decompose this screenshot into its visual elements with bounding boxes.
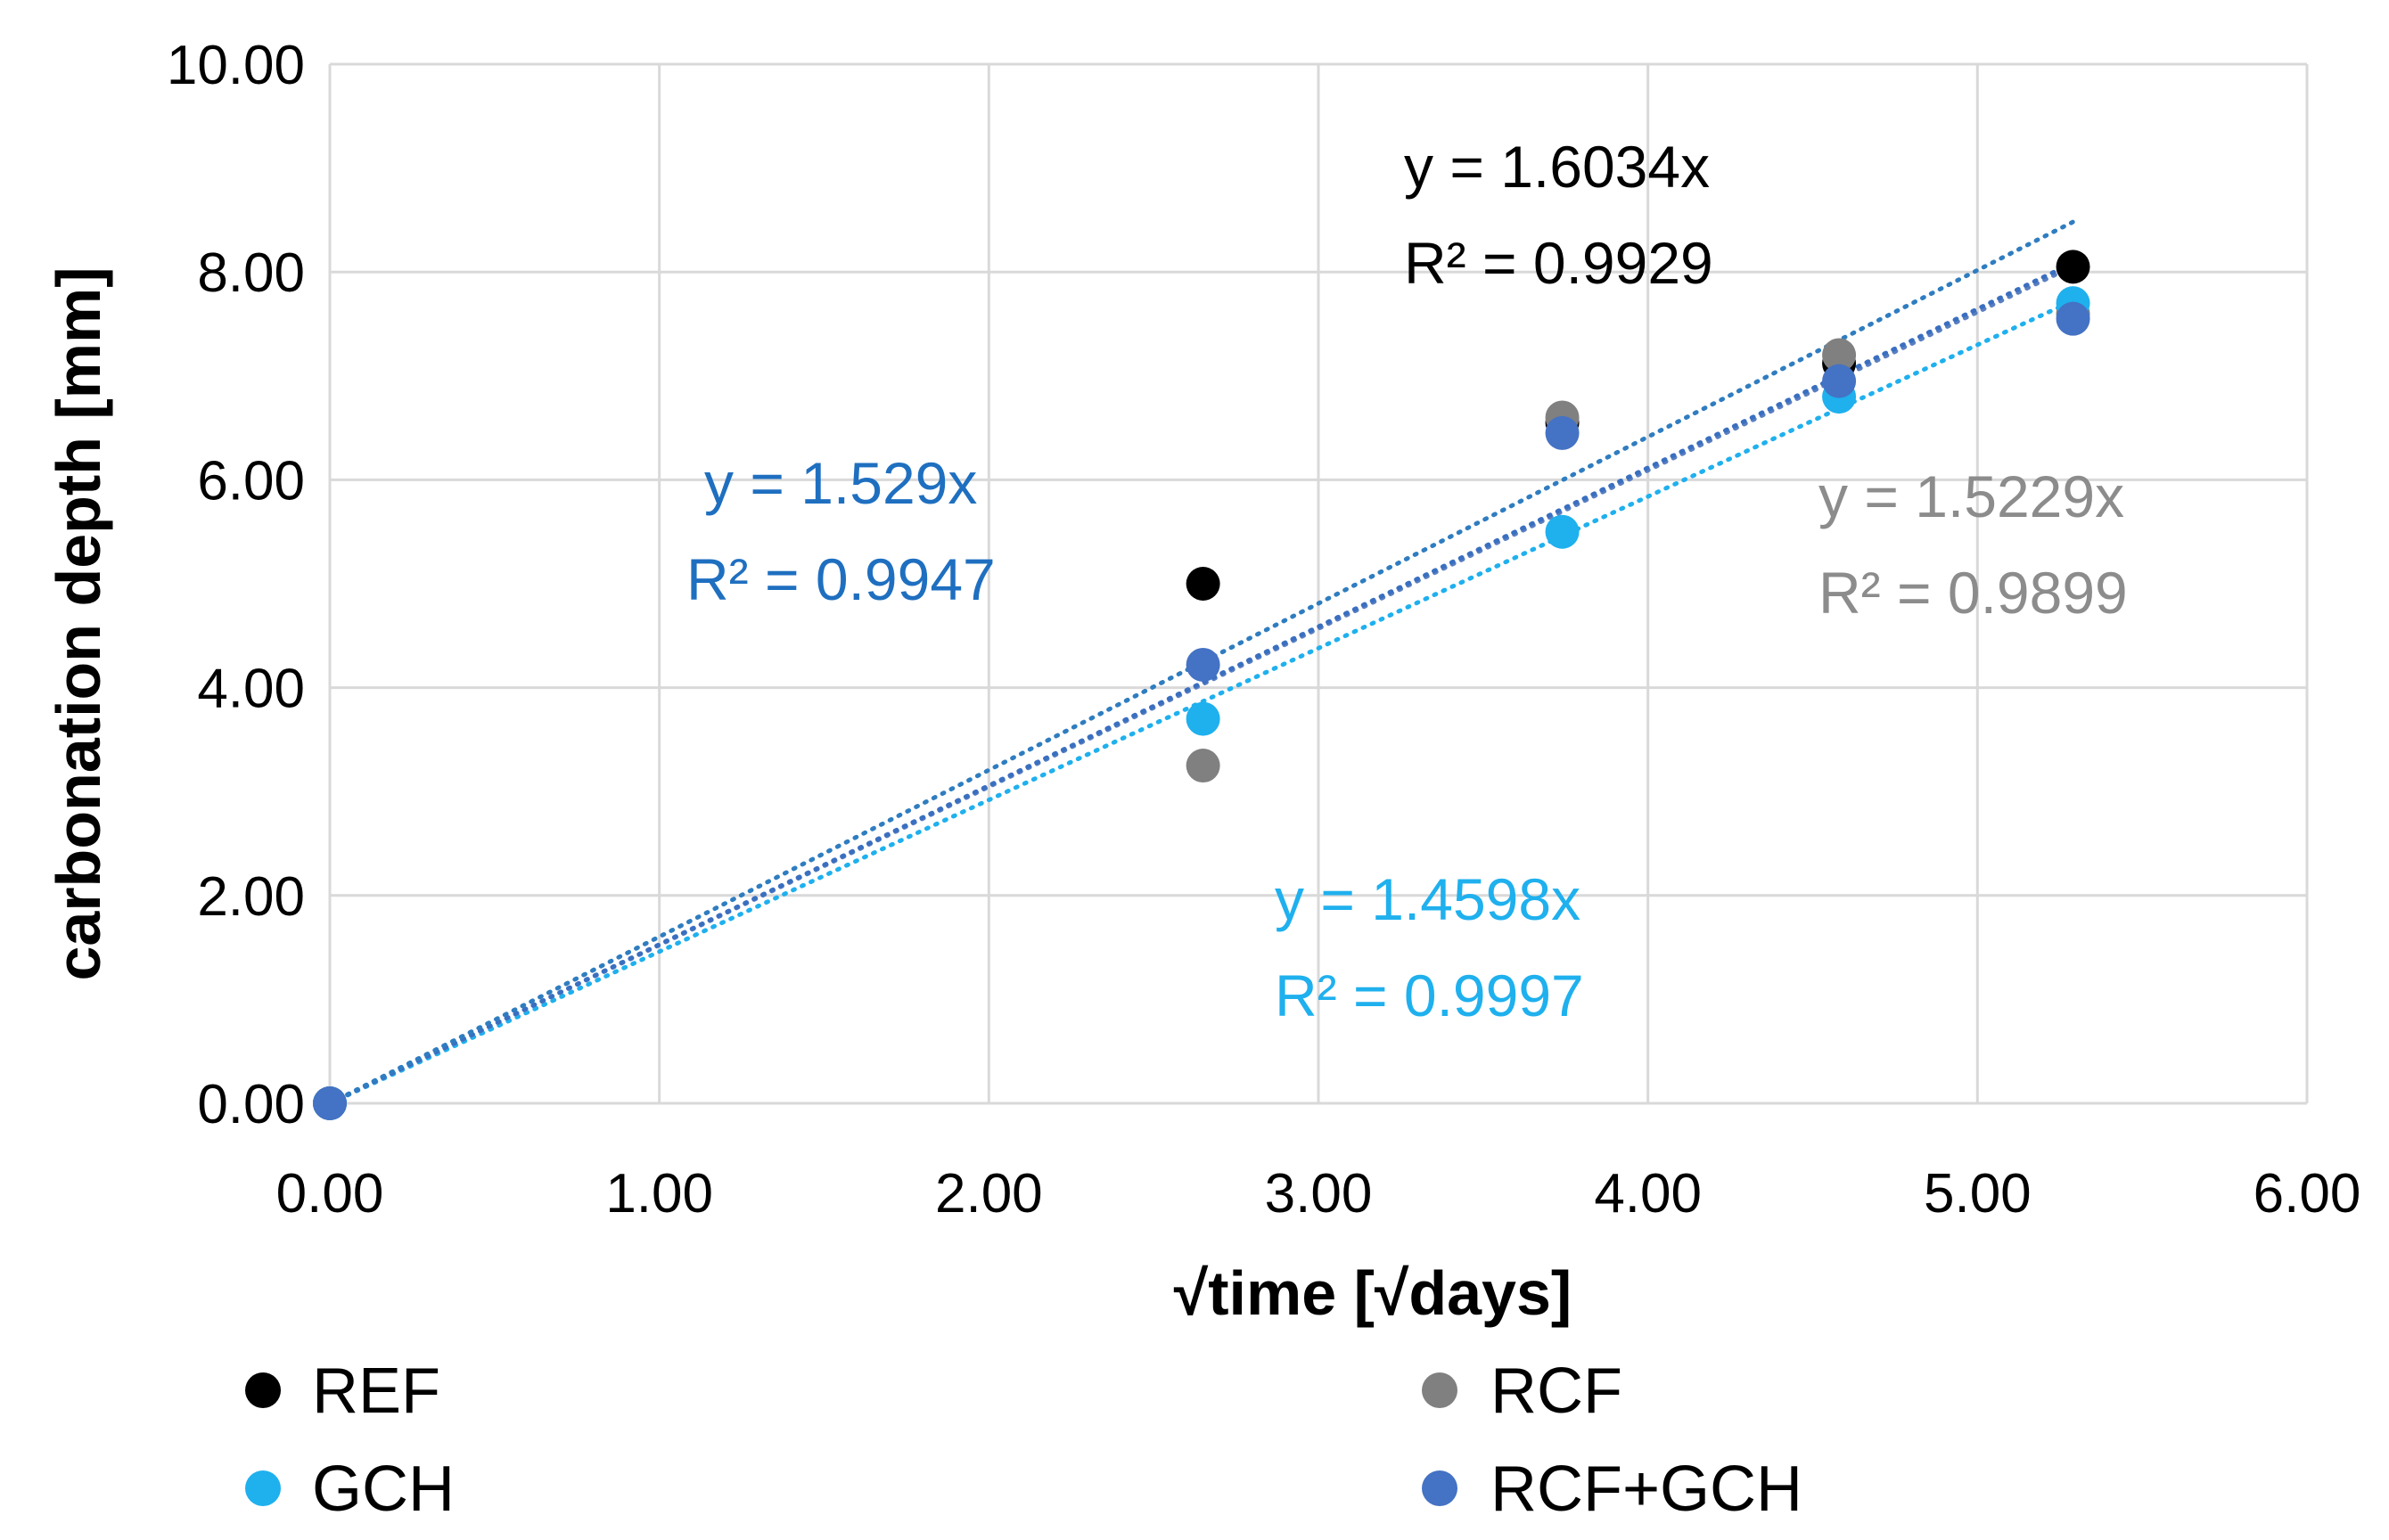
gridlines bbox=[328, 62, 2309, 1105]
x-tick-labels: 0.00 1.00 2.00 3.00 4.00 5.00 6.00 bbox=[276, 1163, 2361, 1225]
point-rcfgch bbox=[313, 1086, 347, 1120]
y-tick-label: 8.00 bbox=[197, 242, 305, 304]
x-tick-label: 5.00 bbox=[1924, 1163, 2032, 1225]
point-rcfgch bbox=[1186, 647, 1220, 682]
annotation-rcf-r2: R² = 0.9899 bbox=[1818, 560, 2128, 626]
legend-marker-rcfgch bbox=[1422, 1470, 1457, 1506]
annotation-gch-equation: y = 1.4598x bbox=[1275, 866, 1580, 932]
x-tick-label: 0.00 bbox=[276, 1163, 384, 1225]
trendline-rcfgch bbox=[327, 260, 2076, 1106]
legend-label-gch: GCH bbox=[312, 1454, 455, 1525]
annotation-gch-r2: R² = 0.9997 bbox=[1275, 962, 1584, 1028]
annotation-rcfgch-r2: R² = 0.9947 bbox=[686, 546, 996, 612]
legend-marker-rcf bbox=[1422, 1372, 1457, 1408]
y-tick-label: 2.00 bbox=[197, 866, 305, 928]
data-points bbox=[313, 250, 2090, 1120]
legend: REF RCF GCH RCF+GCH bbox=[245, 1356, 1802, 1525]
point-rcf bbox=[1186, 749, 1220, 783]
point-rcfgch bbox=[1545, 415, 1580, 450]
y-tick-label: 0.00 bbox=[197, 1074, 305, 1135]
annotation-rcf-equation: y = 1.5229x bbox=[1818, 463, 2124, 529]
annotation-ref-equation: y = 1.6034x bbox=[1404, 134, 1710, 200]
x-axis-title: √time [√days] bbox=[1174, 1258, 1572, 1328]
x-tick-label: 2.00 bbox=[935, 1163, 1043, 1225]
annotation-rcfgch-equation: y = 1.529x bbox=[704, 450, 977, 516]
y-tick-labels: 0.00 2.00 4.00 6.00 8.00 10.00 bbox=[167, 35, 305, 1135]
y-tick-label: 10.00 bbox=[167, 35, 305, 96]
point-gch bbox=[1545, 514, 1580, 549]
annotation-ref-r2: R² = 0.9929 bbox=[1404, 230, 1713, 296]
x-tick-label: 6.00 bbox=[2254, 1163, 2361, 1225]
y-axis-title: carbonation depth [mm] bbox=[44, 266, 113, 980]
point-ref bbox=[2056, 250, 2090, 284]
point-ref bbox=[1186, 567, 1220, 601]
x-tick-label: 1.00 bbox=[605, 1163, 713, 1225]
legend-label-rcf: RCF bbox=[1490, 1356, 1622, 1427]
legend-label-ref: REF bbox=[312, 1356, 440, 1427]
point-rcfgch bbox=[2056, 301, 2090, 336]
legend-marker-gch bbox=[245, 1470, 281, 1506]
trendline-ref bbox=[327, 219, 2076, 1106]
point-rcfgch bbox=[1822, 364, 1857, 398]
point-gch bbox=[1186, 701, 1220, 736]
legend-label-rcfgch: RCF+GCH bbox=[1490, 1454, 1802, 1525]
y-tick-label: 4.00 bbox=[197, 659, 305, 720]
x-tick-label: 4.00 bbox=[1594, 1163, 1702, 1225]
x-tick-label: 3.00 bbox=[1265, 1163, 1373, 1225]
point-rcf bbox=[1822, 338, 1857, 373]
y-tick-label: 6.00 bbox=[197, 450, 305, 512]
legend-marker-ref bbox=[245, 1372, 281, 1408]
